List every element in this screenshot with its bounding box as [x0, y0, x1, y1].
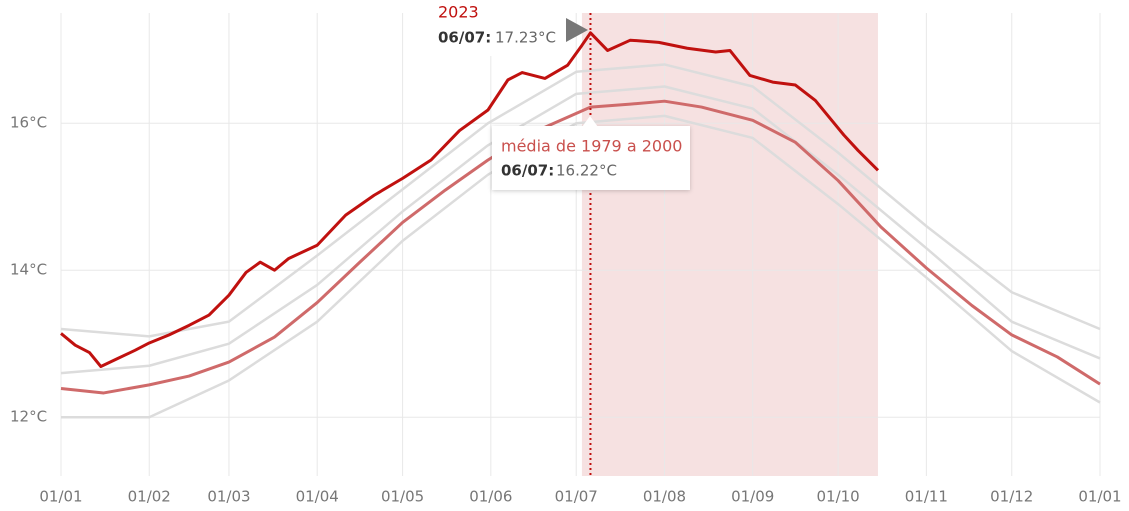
- tooltip-title: média de 1979 a 2000: [501, 137, 682, 156]
- x-tick-label: 01/07: [555, 488, 598, 506]
- x-tick-label: 01/09: [731, 488, 774, 506]
- series-line: [60, 99, 1101, 395]
- y-tick-label: 16°C: [10, 114, 47, 132]
- tooltip-mean: média de 1979 a 2000 06/07: 16.22°C: [492, 116, 690, 190]
- tooltip-title: 2023: [438, 3, 479, 22]
- past-year-line: [60, 85, 1101, 375]
- tooltip-date: 06/07:: [501, 162, 554, 180]
- y-tick-label: 14°C: [10, 261, 47, 279]
- x-tick-label: 01/08: [643, 488, 686, 506]
- plot: 01/01 01/02 01/03 01/04 01/05 01/06 01/07 01/08…: [10, 13, 1122, 506]
- x-tick-label: 01/05: [381, 488, 424, 506]
- tooltip-box: [428, 0, 564, 56]
- x-tick-label: 01/02: [128, 488, 171, 506]
- x-tick-label: 01/12: [990, 488, 1033, 506]
- highlight-band: [581, 13, 878, 476]
- x-tick-label: 01/11: [905, 488, 948, 506]
- tooltip-value: 16.22°C: [556, 162, 617, 180]
- x-tick-label: 01/01: [39, 488, 82, 506]
- x-tick-label: 01/10: [816, 488, 859, 506]
- x-tick-label: 01/01: [1078, 488, 1121, 506]
- tooltip-pointer: [582, 116, 598, 127]
- series-line: [60, 31, 880, 368]
- tooltip-value: 17.23°C: [495, 29, 556, 47]
- x-tick-label: 01/04: [296, 488, 339, 506]
- tooltip-box: [492, 126, 690, 190]
- y-tick-label: 12°C: [10, 408, 47, 426]
- x-tick-label: 01/03: [207, 488, 250, 506]
- x-tick-label: 01/06: [469, 488, 512, 506]
- tooltip-date: 06/07:: [438, 29, 491, 47]
- past-year-line: [60, 63, 1101, 338]
- past-year-line: [61, 114, 1101, 419]
- tooltip-pointer: [566, 18, 588, 42]
- tooltip-2023: 2023 06/07: 17.23°C: [428, 0, 588, 56]
